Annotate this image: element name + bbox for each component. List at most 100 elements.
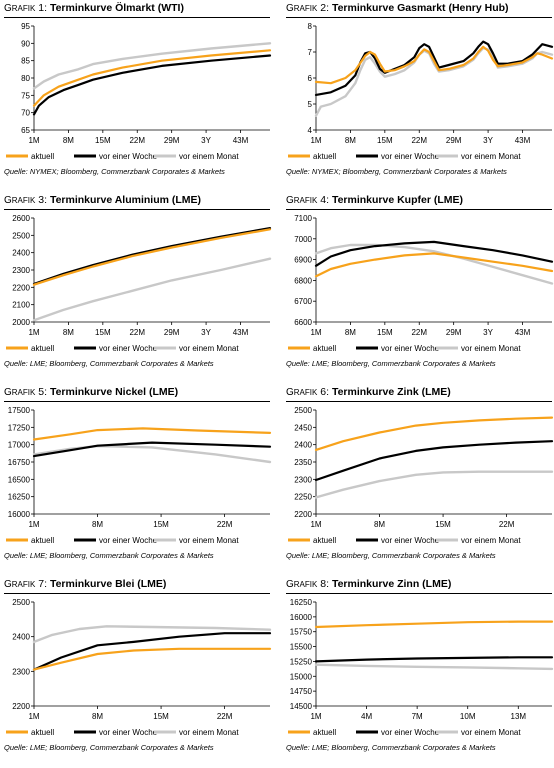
x-tick-label: 1M xyxy=(28,712,39,721)
y-tick-label: 8 xyxy=(308,22,313,31)
line-chart: 16000 16250 16500 16750 17000 17250 17500 1M 8M 1… xyxy=(6,406,272,545)
x-tick-label: 43M xyxy=(515,328,531,337)
chart-title-prefix: G xyxy=(286,195,294,206)
y-tick-label: 2500 xyxy=(12,231,30,240)
chart-title: GRAFIK 8: Terminkurve Zinn (LME) xyxy=(286,578,451,590)
y-tick-label: 6 xyxy=(308,74,313,83)
legend-label-monat: vor einem Monat xyxy=(179,344,239,353)
chart-panel-4: GRAFIK 4: Terminkurve Kupfer (LME) 6600 67… xyxy=(286,194,554,384)
series-line-monat xyxy=(314,663,554,671)
x-tick-label: 8M xyxy=(63,328,74,337)
chart-source: Quelle: NYMEX; Bloomberg, Commerzbank Co… xyxy=(286,167,507,176)
x-tick-label: 1M xyxy=(310,328,321,337)
legend-label-aktuell: aktuell xyxy=(31,728,54,737)
y-tick-label: 2200 xyxy=(294,510,312,519)
y-tick-label: 70 xyxy=(21,109,30,118)
title-underline xyxy=(286,209,552,210)
chart-panel-3: GRAFIK 3: Terminkurve Aluminium (LME) 200… xyxy=(4,194,272,384)
x-tick-label: 15M xyxy=(377,136,393,145)
chart-number: 4: xyxy=(317,194,332,206)
x-tick-label: 7M xyxy=(412,712,423,721)
y-tick-label: 16750 xyxy=(8,458,31,467)
x-tick-label: 3Y xyxy=(483,136,493,145)
x-tick-label: 1M xyxy=(28,520,39,529)
chart-panel-7: GRAFIK 7: Terminkurve Blei (LME) 2200 2300… xyxy=(4,578,272,768)
x-tick-label: 22M xyxy=(129,328,145,337)
x-tick-label: 29M xyxy=(446,328,462,337)
x-tick-label: 15M xyxy=(153,712,169,721)
series-line-aktuell xyxy=(32,228,272,286)
x-tick-label: 22M xyxy=(217,712,233,721)
series-line-aktuell xyxy=(32,49,272,107)
chart-title-prefix-rest: RAFIK xyxy=(293,4,318,13)
chart-title-text: Terminkurve Ölmarkt (WTI) xyxy=(49,2,184,14)
chart-source: Quelle: LME; Bloomberg, Commerzbank Corp… xyxy=(4,743,214,752)
y-tick-label: 5 xyxy=(308,100,313,109)
chart-title-prefix-rest: RAFIK xyxy=(11,196,36,205)
x-tick-label: 22M xyxy=(499,520,515,529)
chart-title-prefix-rest: RAFIK xyxy=(11,4,36,13)
line-chart: 2200 2300 2400 2500 1M 8M 15M 22M aktuell vor ein… xyxy=(6,598,272,737)
y-tick-label: 7000 xyxy=(294,235,312,244)
y-tick-label: 2450 xyxy=(294,423,312,432)
series-line-woche xyxy=(314,40,554,96)
chart-title-text: Terminkurve Zinn (LME) xyxy=(331,578,452,590)
y-tick-label: 2300 xyxy=(294,475,312,484)
chart-title-text: Terminkurve Aluminium (LME) xyxy=(49,194,202,206)
x-tick-label: 22M xyxy=(411,136,427,145)
chart-title-prefix-rest: RAFIK xyxy=(11,580,36,589)
x-tick-label: 8M xyxy=(345,136,356,145)
chart-panel-6: GRAFIK 6: Terminkurve Zink (LME) 2200 2250… xyxy=(286,386,554,576)
chart-title: GRAFIK 1: Terminkurve Ölmarkt (WTI) xyxy=(4,2,184,14)
chart-title-text: Terminkurve Nickel (LME) xyxy=(49,386,179,398)
legend-label-woche: vor einer Woche xyxy=(381,152,440,161)
x-tick-label: 29M xyxy=(446,136,462,145)
y-tick-label: 2100 xyxy=(12,301,30,310)
y-tick-label: 65 xyxy=(21,126,30,135)
y-tick-label: 14750 xyxy=(290,687,313,696)
y-tick-label: 15250 xyxy=(290,657,313,666)
x-tick-label: 43M xyxy=(515,136,531,145)
y-tick-label: 80 xyxy=(21,74,30,83)
chart-source: Quelle: LME; Bloomberg, Commerzbank Corp… xyxy=(4,359,214,368)
y-tick-label: 6800 xyxy=(294,276,312,285)
line-chart: 14500 14750 15000 15250 15500 15750 16000 16250… xyxy=(288,598,554,737)
y-tick-label: 95 xyxy=(21,22,30,31)
series-line-aktuell xyxy=(32,427,272,441)
chart-panel-8: GRAFIK 8: Terminkurve Zinn (LME) 14500 147… xyxy=(286,578,554,768)
x-tick-label: 3Y xyxy=(483,328,493,337)
title-underline xyxy=(4,209,270,210)
legend-label-aktuell: aktuell xyxy=(313,344,336,353)
chart-number: 6: xyxy=(317,386,332,398)
chart-title-prefix-rest: RAFIK xyxy=(293,580,318,589)
y-tick-label: 16000 xyxy=(8,510,31,519)
title-underline xyxy=(4,593,270,594)
x-tick-label: 43M xyxy=(233,136,249,145)
legend-label-monat: vor einem Monat xyxy=(179,728,239,737)
series-line-monat xyxy=(314,470,554,499)
legend-label-monat: vor einem Monat xyxy=(461,344,521,353)
y-tick-label: 6600 xyxy=(294,318,312,327)
chart-title: GRAFIK 6: Terminkurve Zink (LME) xyxy=(286,386,451,398)
y-tick-label: 16250 xyxy=(290,598,313,607)
chart-number: 5: xyxy=(35,386,50,398)
x-tick-label: 15M xyxy=(435,520,451,529)
series-line-woche xyxy=(314,440,554,482)
y-tick-label: 75 xyxy=(21,91,30,100)
title-underline xyxy=(286,401,552,402)
x-tick-label: 29M xyxy=(164,328,180,337)
series-line-woche xyxy=(314,656,554,663)
chart-title: GRAFIK 3: Terminkurve Aluminium (LME) xyxy=(4,194,201,206)
chart-number: 1: xyxy=(35,2,50,14)
chart-source: Quelle: LME; Bloomberg, Commerzbank Corp… xyxy=(286,359,496,368)
x-tick-label: 22M xyxy=(129,136,145,145)
legend-label-woche: vor einer Woche xyxy=(99,728,158,737)
series-line-aktuell xyxy=(314,252,554,278)
legend-label-woche: vor einer Woche xyxy=(99,536,158,545)
chart-number: 3: xyxy=(35,194,50,206)
legend-label-aktuell: aktuell xyxy=(313,152,336,161)
x-tick-label: 8M xyxy=(92,520,103,529)
y-tick-label: 2000 xyxy=(12,318,30,327)
legend-label-monat: vor einem Monat xyxy=(179,536,239,545)
title-underline xyxy=(286,593,552,594)
